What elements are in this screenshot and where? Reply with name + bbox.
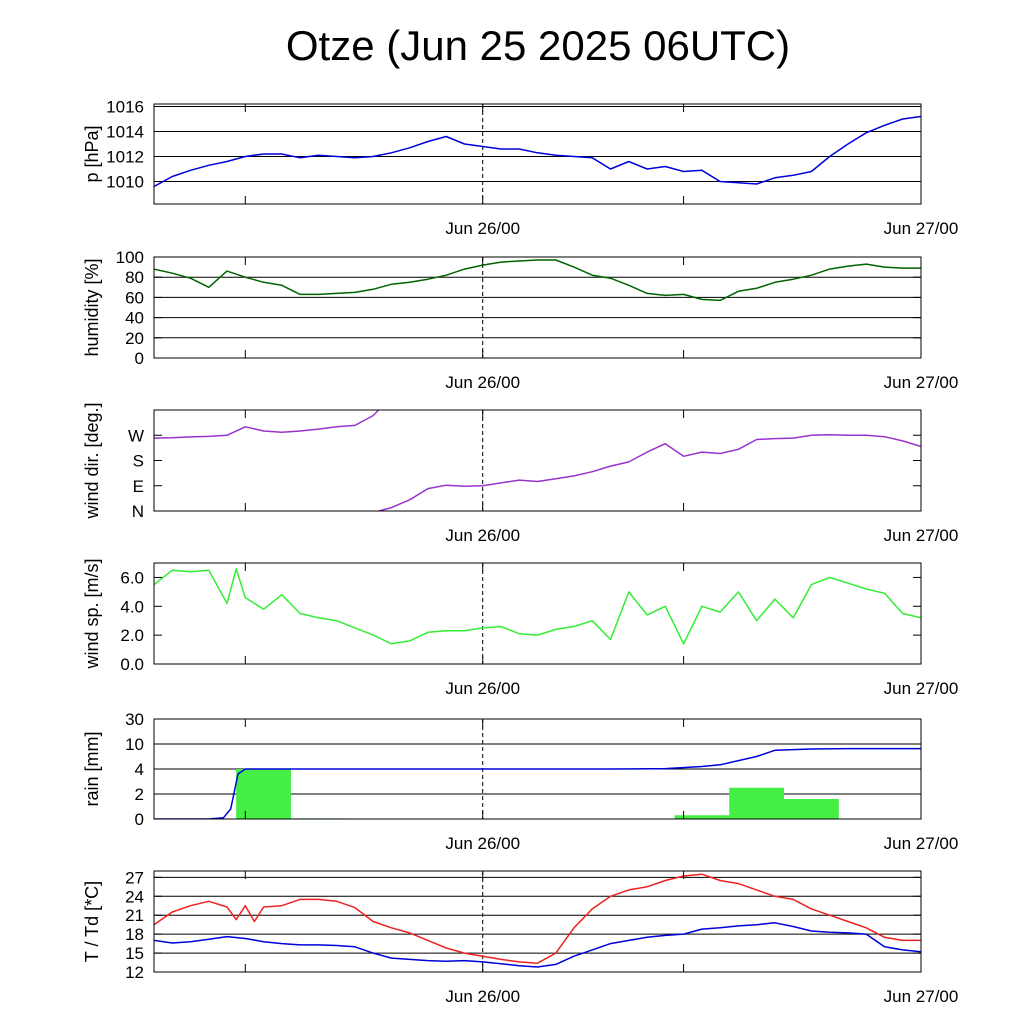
x-tick-label: Jun 26/00	[445, 219, 520, 238]
y-tick-label: 21	[125, 906, 144, 925]
y-tick-label: 6.0	[120, 568, 144, 587]
y-tick-label: 4.0	[120, 597, 144, 616]
y-axis-label: rain [mm]	[82, 731, 102, 806]
series-line	[154, 873, 921, 964]
y-tick-label: S	[133, 452, 144, 471]
y-tick-label: 80	[125, 268, 144, 287]
y-tick-label: 30	[125, 710, 144, 729]
series-line	[154, 568, 921, 645]
y-axis-label: T / Td [*C]	[82, 881, 102, 962]
series-line	[154, 259, 921, 302]
y-tick-label: 1016	[106, 98, 144, 117]
panel-1: 1010 1012 1014 1016 Jun 26/00 Jun 27/00 p [hPa…	[82, 98, 958, 239]
rain-bar	[236, 769, 291, 819]
series-line	[154, 410, 380, 439]
series-line	[378, 433, 921, 511]
panel-frame	[153, 103, 922, 205]
x-tick-label: Jun 27/00	[884, 987, 959, 1006]
x-tick-label: Jun 26/00	[445, 526, 520, 545]
rain-bar	[674, 815, 730, 819]
series-line	[154, 922, 921, 968]
panel-4: 0.0 2.0 4.0 6.0 Jun 26/00 Jun 27/00 wind sp. […	[82, 558, 958, 698]
panel-frame	[153, 409, 922, 512]
y-tick-label: 27	[125, 868, 144, 887]
x-tick-label: Jun 27/00	[884, 373, 959, 392]
rain-bar	[784, 799, 839, 819]
x-tick-label: Jun 27/00	[884, 834, 959, 853]
x-tick-label: Jun 27/00	[884, 679, 959, 698]
panel-frame	[153, 256, 922, 359]
y-tick-label: 2.0	[120, 626, 144, 645]
y-tick-label: 1012	[106, 148, 144, 167]
y-tick-label: N	[132, 502, 144, 521]
y-tick-label: 18	[125, 925, 144, 944]
y-tick-label: W	[128, 426, 144, 445]
x-tick-label: Jun 26/00	[445, 987, 520, 1006]
series-line	[154, 115, 921, 188]
panel-5: 0 2 4 10 30 Jun 26/00 Jun 27/00 rain [mm]	[82, 710, 958, 853]
y-tick-label: 1014	[106, 123, 144, 142]
series-line	[154, 747, 921, 819]
y-tick-label: 10	[125, 735, 144, 754]
rain-bar	[729, 787, 785, 819]
y-tick-label: 24	[125, 887, 144, 906]
panel-frame	[153, 562, 922, 665]
y-tick-label: 0	[135, 810, 144, 829]
y-tick-label: 60	[125, 288, 144, 307]
y-tick-label: 15	[125, 944, 144, 963]
y-tick-label: 2	[135, 785, 144, 804]
y-tick-label: 4	[135, 760, 144, 779]
page-title: Otze (Jun 25 2025 06UTC)	[285, 22, 791, 69]
y-tick-label: 20	[125, 329, 144, 348]
x-tick-label: Jun 26/00	[445, 373, 520, 392]
y-tick-label: E	[133, 477, 144, 496]
y-tick-label: 100	[116, 248, 144, 267]
y-tick-label: 0.0	[120, 655, 144, 674]
y-tick-label: 12	[125, 963, 144, 982]
y-tick-label: 40	[125, 309, 144, 328]
y-axis-label: wind sp. [m/s]	[82, 558, 102, 669]
x-tick-label: Jun 27/00	[884, 526, 959, 545]
y-axis-label: wind dir. [deg.]	[82, 402, 102, 519]
y-tick-label: 1010	[106, 173, 144, 192]
y-tick-label: 0	[135, 349, 144, 368]
panel-frame	[153, 870, 922, 973]
y-axis-label: humidity [%]	[82, 258, 102, 356]
x-tick-label: Jun 26/00	[445, 834, 520, 853]
x-tick-label: Jun 27/00	[884, 219, 959, 238]
y-axis-label: p [hPa]	[82, 125, 102, 182]
x-tick-label: Jun 26/00	[445, 679, 520, 698]
